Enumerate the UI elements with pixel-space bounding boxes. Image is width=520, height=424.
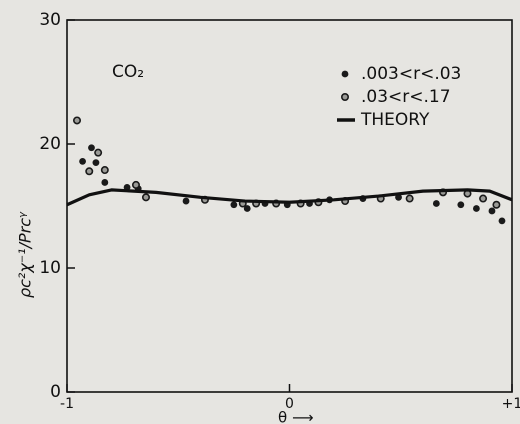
- y-tick-label: 20: [39, 134, 61, 154]
- data-point: [92, 159, 100, 167]
- data-point: [85, 167, 94, 176]
- x-tick-label: -1: [60, 396, 74, 412]
- data-point: [182, 197, 190, 205]
- data-point: [473, 205, 480, 212]
- data-point: [73, 116, 82, 125]
- data-point: [79, 157, 86, 165]
- x-tick-label: +1: [502, 396, 520, 412]
- y-tick-label: 10: [39, 258, 61, 278]
- data-point: [432, 200, 440, 207]
- data-point: [492, 200, 501, 209]
- data-point: [230, 201, 238, 209]
- data-point: [88, 144, 95, 152]
- data-point: [479, 194, 488, 203]
- y-axis-label: ρc²χ⁻¹/Prcᵞ: [16, 211, 35, 298]
- y-tick-label: 30: [39, 10, 61, 30]
- data-point: [101, 179, 109, 186]
- data-point: [243, 205, 251, 212]
- data-point: [94, 148, 103, 157]
- annotation: CO₂: [112, 62, 144, 82]
- data-point: [488, 207, 496, 215]
- data-point: [100, 166, 109, 175]
- legend-marker: [340, 93, 349, 102]
- x-tick-label: 0: [285, 396, 294, 412]
- data-point: [498, 217, 506, 225]
- legend-label: .03<r<.17: [361, 87, 451, 107]
- data-point: [457, 201, 465, 209]
- legend-label: .003<r<.03: [361, 64, 461, 84]
- data-point: [405, 194, 414, 203]
- data-point: [141, 193, 150, 202]
- data-point: [131, 180, 140, 189]
- x-axis-label: θ ⟶: [278, 409, 313, 424]
- legend-label: THEORY: [360, 110, 430, 130]
- theory-line: [66, 188, 513, 207]
- legend-marker: [341, 70, 349, 78]
- y-tick-label: 0: [50, 382, 61, 402]
